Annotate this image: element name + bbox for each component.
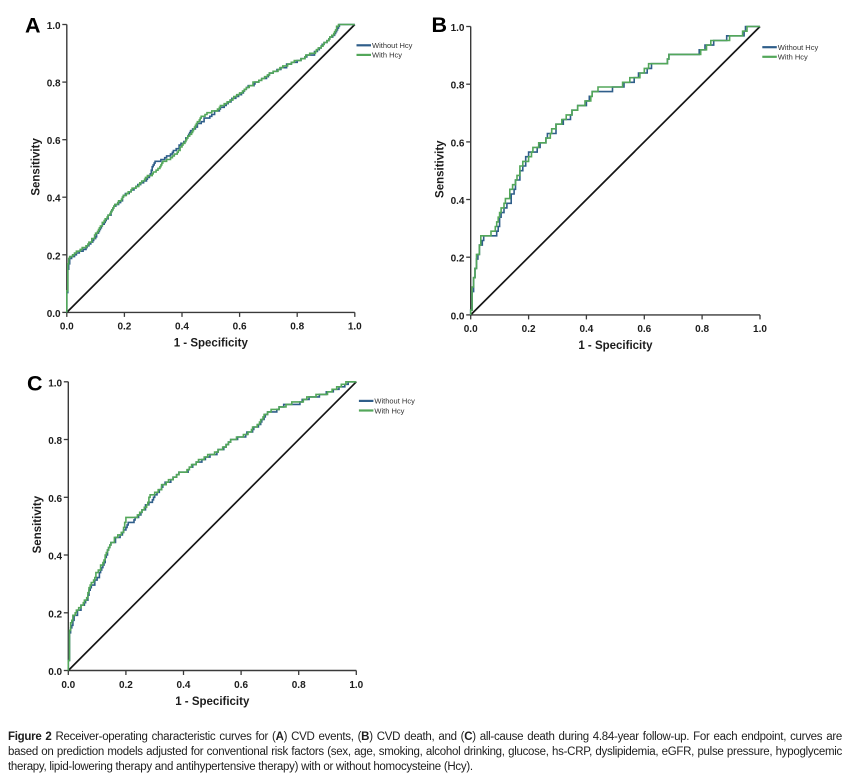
svg-text:0.2: 0.2	[117, 322, 131, 333]
svg-text:1.0: 1.0	[348, 322, 362, 333]
svg-text:0.0: 0.0	[48, 667, 62, 678]
svg-text:Sensitivity: Sensitivity	[31, 138, 43, 196]
svg-text:0.0: 0.0	[60, 322, 74, 333]
svg-text:0.6: 0.6	[48, 494, 62, 505]
svg-text:0.8: 0.8	[451, 81, 465, 92]
svg-text:With Hcy: With Hcy	[372, 51, 402, 60]
svg-text:1 - Specificity: 1 - Specificity	[578, 340, 653, 352]
svg-text:0.2: 0.2	[48, 609, 62, 620]
svg-text:1.0: 1.0	[48, 378, 62, 389]
svg-text:0.2: 0.2	[119, 680, 133, 691]
svg-text:0.4: 0.4	[48, 552, 62, 563]
svg-text:B: B	[432, 13, 448, 37]
svg-text:1 - Specificity: 1 - Specificity	[175, 696, 250, 708]
svg-text:0.6: 0.6	[637, 324, 651, 335]
svg-text:0.4: 0.4	[47, 194, 61, 205]
svg-text:0.8: 0.8	[48, 436, 62, 447]
svg-text:0.4: 0.4	[579, 324, 593, 335]
svg-text:Without Hcy: Without Hcy	[372, 41, 413, 50]
svg-text:With Hcy: With Hcy	[778, 53, 808, 62]
svg-text:0.6: 0.6	[234, 680, 248, 691]
svg-text:0.0: 0.0	[61, 680, 75, 691]
svg-text:A: A	[25, 13, 41, 37]
svg-text:1.0: 1.0	[349, 680, 363, 691]
svg-text:1.0: 1.0	[753, 324, 767, 335]
svg-text:1.0: 1.0	[451, 23, 465, 34]
svg-text:0.8: 0.8	[47, 79, 61, 90]
svg-text:0.2: 0.2	[451, 254, 465, 265]
svg-text:C: C	[27, 371, 43, 395]
svg-text:0.2: 0.2	[47, 251, 61, 262]
svg-text:Sensitivity: Sensitivity	[435, 140, 447, 198]
svg-text:0.4: 0.4	[175, 322, 189, 333]
svg-text:0.0: 0.0	[47, 309, 61, 320]
svg-text:0.0: 0.0	[451, 311, 465, 322]
svg-text:0.8: 0.8	[290, 322, 304, 333]
svg-text:0.8: 0.8	[292, 680, 306, 691]
svg-text:0.4: 0.4	[177, 680, 191, 691]
svg-text:0.2: 0.2	[522, 324, 536, 335]
svg-text:0.6: 0.6	[233, 322, 247, 333]
svg-text:0.0: 0.0	[464, 324, 478, 335]
svg-text:1 - Specificity: 1 - Specificity	[174, 338, 249, 350]
svg-text:With Hcy: With Hcy	[374, 406, 404, 415]
svg-text:Without Hcy: Without Hcy	[374, 397, 415, 406]
svg-text:0.4: 0.4	[451, 196, 465, 207]
svg-text:Without Hcy: Without Hcy	[778, 43, 819, 52]
svg-text:0.6: 0.6	[47, 136, 61, 147]
svg-text:0.8: 0.8	[695, 324, 709, 335]
svg-text:Sensitivity: Sensitivity	[32, 495, 44, 553]
svg-text:0.6: 0.6	[451, 138, 465, 149]
svg-text:1.0: 1.0	[47, 21, 61, 32]
